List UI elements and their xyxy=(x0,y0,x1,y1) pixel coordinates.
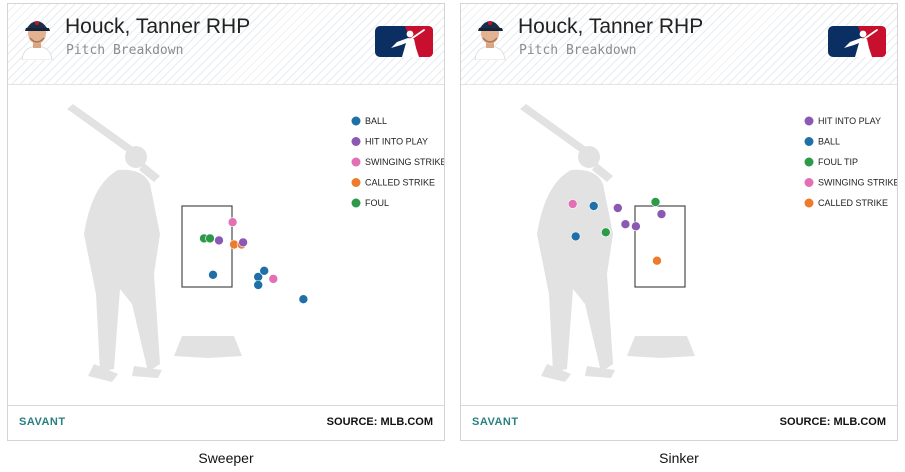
legend-swatch xyxy=(804,116,814,126)
pitch-dots xyxy=(567,197,667,266)
pitch-dot[interactable] xyxy=(214,235,224,246)
legend-label: CALLED STRIKE xyxy=(365,178,435,188)
legend-swatch xyxy=(804,178,814,187)
savant-link[interactable]: SAVANT xyxy=(472,416,519,428)
pitch-dot[interactable] xyxy=(650,197,661,207)
player-headshot xyxy=(474,21,506,60)
legend-swatch xyxy=(351,157,361,167)
strike-zone xyxy=(181,205,233,288)
legend-label: FOUL TIP xyxy=(818,157,858,167)
strike-zone-plot: HIT INTO PLAY BALL FOUL TIP SWINGING STRIKE… xyxy=(520,104,897,382)
pitch-dot[interactable] xyxy=(208,270,218,280)
savant-link[interactable]: SAVANT xyxy=(19,416,66,428)
pitch-dot[interactable] xyxy=(205,233,215,244)
page-subtitle: Pitch Breakdown xyxy=(519,43,637,58)
card-footer: SAVANT SOURCE: MLB.COM xyxy=(8,405,444,440)
strike-zone xyxy=(634,205,686,288)
card-header: Houck, Tanner RHP Pitch Breakdown xyxy=(461,4,897,85)
chart-caption: Sinker xyxy=(659,450,699,466)
legend-label: BALL xyxy=(818,137,840,147)
legend-label: HIT INTO PLAY xyxy=(818,116,881,126)
legend-label: BALL xyxy=(365,116,387,126)
legend-swatch xyxy=(351,137,361,146)
mlb-logo xyxy=(375,26,433,57)
pitch-dots xyxy=(199,217,309,304)
pitch-dot[interactable] xyxy=(652,255,662,266)
legend: HIT INTO PLAY BALL FOUL TIP SWINGING STRIKE… xyxy=(804,116,897,208)
pitch-dot[interactable] xyxy=(613,203,623,213)
card-header: Houck, Tanner RHP Pitch Breakdown xyxy=(8,4,444,85)
pitch-dot[interactable] xyxy=(570,231,581,242)
legend-label: CALLED STRIKE xyxy=(818,198,888,208)
pitch-dot[interactable] xyxy=(268,274,279,284)
pitch-dot[interactable] xyxy=(567,199,578,209)
pitch-breakdown-card: Houck, Tanner RHP Pitch Breakdown HIT IN… xyxy=(460,3,898,441)
legend-swatch xyxy=(351,116,361,126)
pitch-dot[interactable] xyxy=(631,221,641,232)
pitch-dot[interactable] xyxy=(227,217,238,227)
batter-silhouette xyxy=(520,104,615,382)
legend-swatch xyxy=(351,178,361,187)
source-label: SOURCE: MLB.COM xyxy=(326,416,433,428)
pitch-breakdown-card: Houck, Tanner RHP Pitch Breakdown BALL HI… xyxy=(7,3,445,441)
chart-caption: Sweeper xyxy=(198,450,254,466)
home-plate xyxy=(627,336,695,358)
legend-swatch xyxy=(804,157,814,167)
pitch-dot[interactable] xyxy=(259,266,270,276)
legend-swatch xyxy=(804,198,814,208)
legend-label: FOUL xyxy=(365,198,389,208)
pitch-dot[interactable] xyxy=(656,209,667,219)
pitch-dot[interactable] xyxy=(238,237,248,248)
mlb-logo xyxy=(828,26,886,57)
page-subtitle: Pitch Breakdown xyxy=(66,43,184,58)
pitch-dot[interactable] xyxy=(298,294,309,304)
pitch-dot[interactable] xyxy=(253,280,263,290)
player-name: Houck, Tanner RHP xyxy=(518,15,704,38)
legend: BALL HIT INTO PLAY SWINGING STRIKE CALLED S… xyxy=(351,116,444,208)
pitch-dot[interactable] xyxy=(588,201,599,211)
pitch-dot[interactable] xyxy=(601,227,611,238)
player-name: Houck, Tanner RHP xyxy=(65,15,251,38)
pitch-dot[interactable] xyxy=(620,219,631,229)
batter-silhouette xyxy=(67,104,162,382)
legend-label: SWINGING STRIKE xyxy=(818,178,897,188)
legend-swatch xyxy=(804,137,814,146)
legend-label: SWINGING STRIKE xyxy=(365,157,444,167)
source-label: SOURCE: MLB.COM xyxy=(779,416,886,428)
player-headshot xyxy=(21,21,53,60)
legend-swatch xyxy=(351,198,361,208)
home-plate xyxy=(174,336,242,358)
strike-zone-plot: BALL HIT INTO PLAY SWINGING STRIKE CALLED S… xyxy=(67,104,444,382)
legend-label: HIT INTO PLAY xyxy=(365,137,428,147)
card-footer: SAVANT SOURCE: MLB.COM xyxy=(461,405,897,440)
